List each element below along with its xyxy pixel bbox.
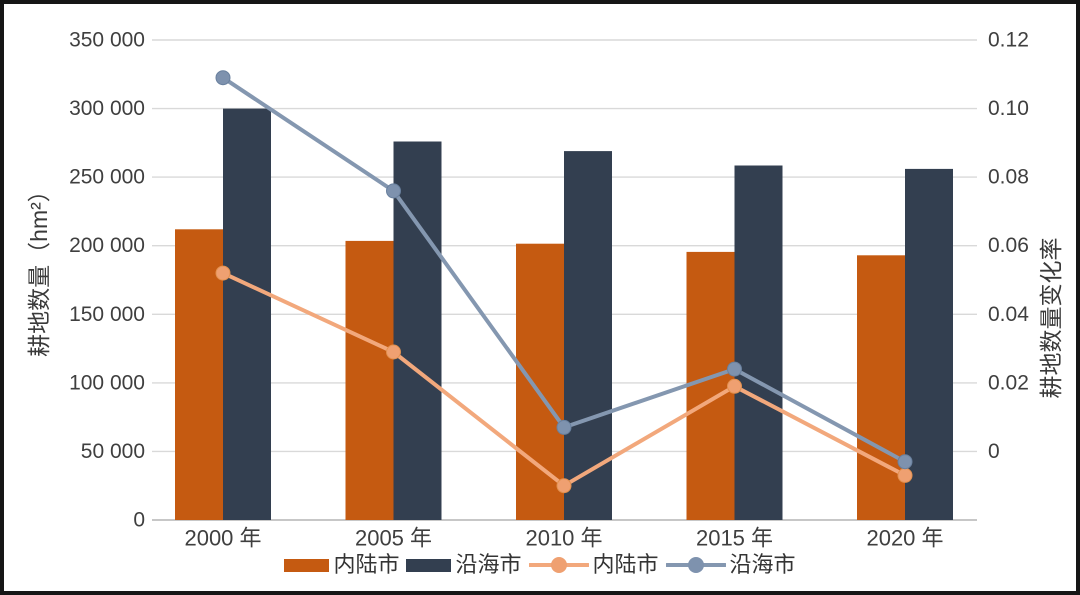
legend-line-marker	[665, 557, 726, 573]
combo-chart: 0 50 000 100 000 150 000 200 000 250 000 300 0…	[69, 29, 1029, 551]
y-right-tick-label: 0.04	[988, 303, 1029, 326]
x-tick-label: 2010 年	[525, 526, 602, 551]
legend-label: 沿海市	[729, 552, 796, 577]
legend-item-1: 沿海市	[406, 552, 522, 577]
point-coastal-2015	[727, 361, 742, 377]
point-coastal-2010	[556, 419, 572, 435]
bar-inland-2000	[175, 229, 223, 521]
legend-bar-swatch	[406, 558, 452, 572]
point-inland-2005	[386, 344, 401, 360]
point-coastal-2000	[215, 70, 231, 86]
bar-coastal-2000	[223, 108, 271, 520]
point-coastal-2005	[386, 183, 401, 199]
bar-inland-2005	[345, 240, 394, 520]
y-right-tick-label: 0.08	[988, 166, 1029, 189]
y-right-tick-label: 0.02	[988, 371, 1029, 394]
y-left-tick-label: 200 000	[69, 234, 145, 257]
bar-inland-2015	[686, 251, 735, 520]
y-left-tick-label: 150 000	[69, 303, 145, 326]
y-left-tick-label: 350 000	[69, 29, 145, 52]
bar-inland-2020	[857, 255, 905, 521]
legend-item-0: 内陆市	[284, 554, 399, 576]
x-tick-label: 2015 年	[696, 526, 773, 551]
legend-label: 内陆市	[592, 552, 659, 577]
y-left-tick-label: 100 000	[69, 371, 145, 394]
right-axis-title: 耕地数量变化率	[1038, 237, 1064, 399]
point-inland-2020	[897, 467, 913, 483]
y-right-tick-label: 0.12	[988, 29, 1029, 52]
left-axis-title: 耕地数量（hm²）	[26, 179, 52, 357]
bar-inland-2010	[516, 243, 564, 520]
y-left-tick-label: 250 000	[69, 166, 145, 189]
x-tick-label: 2005 年	[355, 526, 432, 551]
y-left-tick-label: 300 000	[69, 97, 145, 120]
x-tick-label: 2020 年	[866, 526, 943, 551]
legend-bar-swatch	[284, 558, 330, 572]
bar-coastal-2010	[564, 151, 612, 520]
y-right-tick-label: 0.10	[988, 97, 1029, 120]
point-inland-2010	[556, 478, 572, 494]
bar-coastal-2020	[905, 168, 953, 520]
y-right-tick-label: 0	[988, 440, 1000, 463]
legend-item-2: 内陆市	[528, 552, 659, 577]
legend: 内陆市 沿海市 内陆市 沿海市	[4, 554, 1076, 576]
point-coastal-2020	[897, 454, 913, 470]
legend-label: 内陆市	[333, 552, 400, 577]
bar-coastal-2015	[734, 165, 783, 520]
legend-item-3: 沿海市	[665, 552, 796, 577]
x-tick-label: 2000 年	[184, 526, 261, 551]
y-right-tick-label: 0.06	[988, 234, 1029, 257]
point-inland-2000	[215, 265, 231, 281]
y-left-tick-label: 0	[133, 509, 145, 532]
legend-label: 沿海市	[455, 552, 522, 577]
point-inland-2015	[727, 378, 742, 394]
y-left-tick-label: 50 000	[81, 440, 145, 463]
legend-line-marker	[528, 557, 589, 573]
